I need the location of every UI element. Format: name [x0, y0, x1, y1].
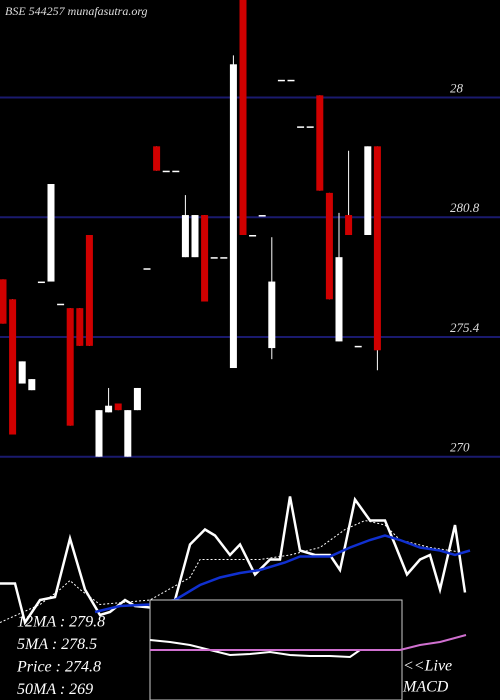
- candle-body: [105, 405, 113, 413]
- candle-body: [373, 146, 381, 351]
- macd-title: MACD: [402, 679, 449, 696]
- candle-body: [364, 146, 372, 235]
- ma-label: 50MA : 269: [17, 681, 93, 698]
- candle-body: [249, 235, 257, 237]
- candle-body: [124, 410, 132, 457]
- candle-body: [133, 387, 141, 411]
- indicator-line: [0, 519, 461, 623]
- candle-body: [277, 79, 285, 82]
- ma-label: 5MA : 278.5: [17, 636, 97, 653]
- candle-body: [325, 192, 333, 300]
- y-tick-label: 275.4: [450, 320, 480, 335]
- indicator-line: [149, 639, 390, 659]
- chart-title: BSE 544257 munafasutra.org: [5, 4, 148, 18]
- candle-body: [114, 403, 122, 411]
- candle-body: [335, 257, 343, 342]
- candle-body: [306, 126, 314, 128]
- candle-body: [57, 303, 65, 306]
- candle-body: [229, 64, 237, 369]
- candle-body: [95, 410, 103, 457]
- candle-body: [201, 215, 209, 302]
- candle-body: [181, 215, 189, 258]
- ma-label: 12MA : 279.8: [17, 614, 105, 631]
- candle-body: [354, 345, 362, 348]
- candle-body: [0, 279, 7, 324]
- candle-body: [220, 257, 228, 259]
- indicator-line: [0, 496, 467, 626]
- candle-body: [172, 170, 180, 173]
- candle-body: [268, 281, 276, 349]
- candle-body: [18, 361, 26, 384]
- candle-body: [258, 215, 266, 217]
- indicator-line: [150, 634, 467, 651]
- candle-body: [76, 308, 84, 346]
- candle-body: [316, 95, 324, 191]
- candle-body: [143, 268, 151, 270]
- candle-body: [28, 379, 36, 391]
- candle-body: [37, 281, 45, 284]
- macd-note: <<Live: [403, 658, 452, 675]
- candle-body: [85, 235, 93, 346]
- candle-body: [210, 257, 218, 259]
- candle-body: [162, 170, 170, 173]
- y-tick-label: 28: [450, 81, 464, 96]
- candle-body: [297, 126, 305, 128]
- candle-body: [345, 215, 353, 235]
- candle-body: [9, 299, 17, 435]
- candle-body: [287, 79, 295, 82]
- y-tick-label: 270: [450, 440, 470, 455]
- ma-label: Price : 274.8: [16, 659, 101, 676]
- candle-body: [47, 184, 55, 282]
- candle-body: [66, 308, 74, 426]
- candle-body: [239, 0, 247, 235]
- candle-body: [153, 146, 161, 171]
- y-tick-label: 280.8: [450, 200, 480, 215]
- candle-body: [191, 215, 199, 258]
